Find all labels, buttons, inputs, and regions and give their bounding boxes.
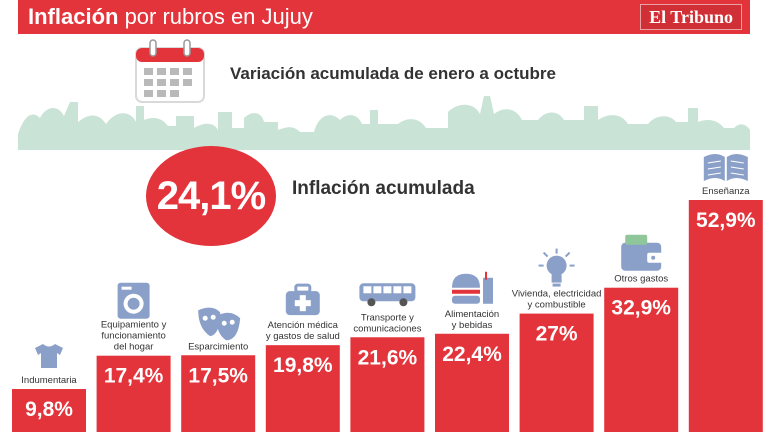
washing-machine-icon [117, 282, 150, 319]
bar-7 [519, 313, 594, 432]
burger-icon [452, 271, 493, 304]
category-label: del hogar [114, 342, 154, 353]
first-aid-kit-icon [285, 283, 320, 316]
total-inflation-value: 24,1% [146, 146, 276, 246]
category-label: Vivienda, electricidad [512, 289, 602, 300]
bar-9 [688, 200, 763, 432]
page-title: Inflación por rubros en Jujuy [28, 3, 313, 31]
category-label: Esparcimiento [188, 341, 248, 352]
light-bulb-icon [538, 248, 575, 287]
calendar-icon [135, 39, 205, 103]
book-icon [703, 154, 748, 181]
theater-masks-icon [198, 307, 241, 341]
category-label: Transporte y [361, 312, 414, 323]
brand-logo: El Tribuno [640, 4, 742, 30]
category-label: Alimentación [445, 309, 499, 320]
category-label: Atención médica [268, 320, 339, 331]
bar-1 [12, 389, 86, 432]
title-bold: Inflación [28, 4, 119, 29]
chart-subtitle: Variación acumulada de enero a octubre [230, 64, 556, 83]
category-label: y combustible [528, 300, 586, 311]
bar-2 [96, 355, 171, 432]
category-label: y gastos de salud [266, 331, 340, 342]
bar-value-label: 19,8% [273, 354, 333, 377]
category-label: comunicaciones [353, 323, 421, 334]
category-label: y bebidas [452, 320, 493, 331]
bar-8 [604, 287, 679, 432]
category-label: Equipamiento y [101, 320, 167, 331]
city-skyline-illustration [18, 96, 750, 150]
bar-6 [435, 333, 509, 432]
bar-value-label: 32,9% [611, 297, 671, 320]
bar-value-label: 21,6% [358, 346, 418, 369]
category-label: Enseñanza [702, 186, 750, 197]
bar-value-label: 22,4% [442, 343, 502, 366]
header-bar: Inflación por rubros en Jujuy El Tribuno [18, 0, 750, 34]
bar-4 [265, 345, 340, 432]
bar-value-label: 17,4% [104, 365, 164, 388]
bar-value-label: 9,8% [25, 398, 73, 421]
category-label: Otros gastos [614, 274, 668, 285]
bus-icon [359, 283, 416, 307]
bar-5 [350, 337, 425, 432]
bar-value-label: 27% [536, 323, 578, 346]
wallet-icon [621, 234, 664, 271]
total-inflation-label: Inflación acumulada [292, 178, 475, 199]
category-label: Indumentaria [21, 375, 77, 386]
bar-value-label: 17,5% [188, 364, 248, 387]
category-label: funcionamiento [101, 331, 165, 342]
bar-value-label: 52,9% [696, 209, 756, 232]
bar-3 [181, 355, 256, 432]
title-rest: por rubros en Jujuy [118, 4, 313, 29]
tshirt-icon [35, 344, 63, 369]
